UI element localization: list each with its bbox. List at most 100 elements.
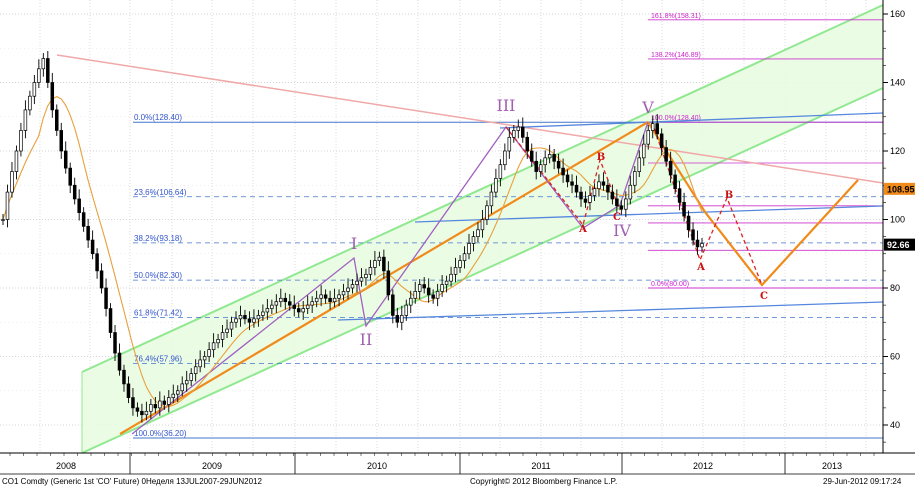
abc-path-second xyxy=(651,121,763,286)
y-tick-label: 80 xyxy=(890,283,900,293)
candle-body xyxy=(50,82,55,111)
candle-body xyxy=(140,410,144,416)
candle-body xyxy=(624,198,628,210)
candle-body xyxy=(650,123,655,131)
moving-average xyxy=(2,95,703,408)
candle-body xyxy=(507,136,512,152)
candle-body xyxy=(386,270,391,296)
candle-body xyxy=(158,400,162,409)
upper-trend-line xyxy=(499,112,884,129)
candle-body xyxy=(404,304,409,316)
candle-body xyxy=(538,164,543,172)
candle-body xyxy=(458,260,462,268)
candle-body xyxy=(95,253,99,272)
candle-body xyxy=(431,294,435,299)
candle-body xyxy=(619,205,624,210)
candle-body xyxy=(220,332,225,340)
candle-body xyxy=(10,171,14,193)
candle-body xyxy=(659,133,664,148)
support-line xyxy=(337,301,884,321)
price-tag-box xyxy=(884,182,915,195)
candle-body xyxy=(144,410,149,416)
candle-body xyxy=(41,58,46,70)
candle-body xyxy=(131,397,135,409)
candle-body xyxy=(583,198,588,203)
y-tick-label: 120 xyxy=(890,146,905,156)
candle-body xyxy=(543,157,547,166)
candle-body xyxy=(117,352,122,371)
candle-body xyxy=(382,256,386,272)
candle-body xyxy=(184,380,189,385)
candle-body xyxy=(81,212,86,227)
candle-body xyxy=(180,383,184,392)
candle-body xyxy=(270,304,274,309)
fib-retracement-label: 38.2%(93.18) xyxy=(134,234,182,243)
candle-body xyxy=(373,260,377,268)
candle-body xyxy=(368,267,373,275)
candle-body xyxy=(189,373,193,381)
candle-body xyxy=(409,297,413,306)
candle-body xyxy=(444,280,449,285)
candlesticks xyxy=(1,50,704,423)
candle-body xyxy=(337,294,341,299)
abc-wave-label: B xyxy=(597,152,605,163)
candle-body xyxy=(346,287,350,292)
candle-body xyxy=(426,287,431,296)
abc-wave-label: A xyxy=(696,262,705,273)
candle-body xyxy=(606,184,610,193)
candle-body xyxy=(471,236,476,244)
abc-wave-label: B xyxy=(725,190,733,201)
candle-body xyxy=(400,315,404,323)
candle-body xyxy=(364,273,368,279)
candle-body xyxy=(556,160,561,169)
candle-body xyxy=(435,291,440,299)
candle-body xyxy=(453,267,458,275)
x-tick-label: 2011 xyxy=(531,461,550,471)
fib-extension-label: 138.2%(146.89) xyxy=(651,52,701,59)
candle-body xyxy=(265,308,270,313)
fib-retracement-label: 23.6%(106.64) xyxy=(134,188,187,197)
candle-body xyxy=(55,109,59,131)
candle-body xyxy=(350,284,355,289)
candle-body xyxy=(449,273,453,282)
abc-wave-annotations: A B C A B C xyxy=(578,152,768,302)
candle-body xyxy=(292,304,297,309)
candle-body xyxy=(279,297,283,303)
candle-body xyxy=(628,184,633,200)
candle-body xyxy=(489,191,494,207)
candle-body xyxy=(305,304,310,309)
candle-body xyxy=(355,280,359,285)
candle-body xyxy=(691,229,695,241)
candle-body xyxy=(395,315,400,323)
candle-body xyxy=(72,184,77,200)
candle-body xyxy=(283,297,288,303)
candle-body xyxy=(668,160,673,176)
candle-body xyxy=(108,308,113,333)
candle-body xyxy=(243,315,247,320)
elliott-wave-label: II xyxy=(360,330,373,349)
fib-retracement-label: 100.0%(36.20) xyxy=(134,429,187,438)
candle-body xyxy=(377,256,382,261)
candle-body xyxy=(90,239,95,255)
fib-extension-label: 0.0%(80.00) xyxy=(651,281,689,288)
candle-body xyxy=(440,284,444,292)
fib-retracement-label: 76.4%(57.96) xyxy=(134,354,182,363)
fib-extension-label: 161.8%(158.31) xyxy=(651,13,701,20)
candle-body xyxy=(63,150,68,169)
footer-ticker: CO1 Comdty (Generic 1st 'CO' Future) 0Не… xyxy=(2,477,262,486)
candle-body xyxy=(234,318,238,323)
candle-body xyxy=(485,205,489,220)
candle-body xyxy=(476,229,480,237)
candle-body xyxy=(529,150,534,162)
candle-body xyxy=(77,198,81,213)
candle-body xyxy=(5,191,10,220)
candle-body xyxy=(149,404,153,412)
candle-body xyxy=(153,404,158,409)
candle-body xyxy=(274,301,279,306)
candle-body xyxy=(126,383,131,398)
candle-body xyxy=(700,243,704,248)
resistance-line xyxy=(56,54,884,184)
candle-body xyxy=(417,284,422,292)
